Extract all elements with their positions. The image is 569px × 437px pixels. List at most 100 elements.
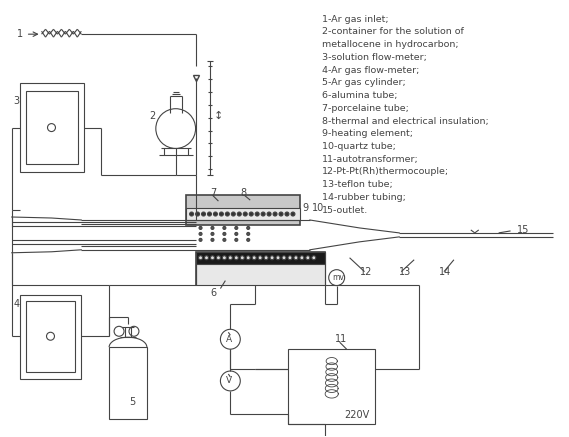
Circle shape (196, 212, 200, 216)
Circle shape (237, 212, 241, 216)
Circle shape (264, 256, 268, 260)
Circle shape (288, 256, 292, 260)
Circle shape (306, 256, 310, 260)
Circle shape (252, 256, 256, 260)
Circle shape (234, 256, 238, 260)
Circle shape (291, 212, 295, 216)
Text: ↕: ↕ (213, 111, 223, 121)
Circle shape (261, 212, 265, 216)
Circle shape (211, 232, 214, 236)
Circle shape (294, 256, 298, 260)
Circle shape (199, 238, 202, 241)
Circle shape (222, 256, 226, 260)
Circle shape (189, 212, 193, 216)
Circle shape (201, 212, 205, 216)
Text: 4: 4 (14, 299, 20, 309)
Text: 1-Ar gas inlet;: 1-Ar gas inlet; (321, 15, 389, 24)
Circle shape (204, 256, 208, 260)
Bar (185, 195, 300, 225)
Text: 8: 8 (240, 188, 246, 198)
Text: V: V (226, 376, 233, 385)
Text: 14-rubber tubing;: 14-rubber tubing; (321, 193, 406, 202)
Circle shape (235, 238, 238, 241)
Circle shape (208, 212, 212, 216)
Text: 6-alumina tube;: 6-alumina tube; (321, 91, 397, 100)
Circle shape (199, 256, 203, 260)
Text: 12-Pt-Pt(Rh)thermocouple;: 12-Pt-Pt(Rh)thermocouple; (321, 167, 449, 177)
Text: 2: 2 (149, 111, 155, 121)
Circle shape (240, 256, 244, 260)
Text: A: A (226, 335, 233, 344)
Circle shape (279, 212, 283, 216)
Text: 13-teflon tube;: 13-teflon tube; (321, 180, 393, 189)
Circle shape (249, 212, 253, 216)
Circle shape (211, 226, 214, 229)
Text: 14: 14 (439, 267, 451, 277)
Circle shape (228, 256, 232, 260)
Bar (185, 208, 300, 220)
Circle shape (235, 226, 238, 229)
Circle shape (211, 238, 214, 241)
Text: 6: 6 (211, 288, 217, 298)
Circle shape (223, 232, 226, 236)
Circle shape (247, 232, 250, 236)
Text: 13: 13 (399, 267, 411, 277)
Circle shape (270, 256, 274, 260)
Text: 11: 11 (335, 334, 347, 344)
Circle shape (285, 212, 289, 216)
Bar (20, 83, 84, 172)
Text: 5-Ar gas cylinder;: 5-Ar gas cylinder; (321, 78, 406, 87)
Circle shape (267, 212, 271, 216)
Bar (196, 264, 325, 284)
Text: 7: 7 (211, 188, 217, 198)
Bar (288, 349, 376, 424)
Text: 11-autotransformer;: 11-autotransformer; (321, 155, 419, 164)
Bar (109, 347, 147, 419)
Circle shape (211, 256, 215, 260)
Text: 4-Ar gas flow-meter;: 4-Ar gas flow-meter; (321, 66, 419, 75)
Circle shape (199, 226, 202, 229)
Circle shape (223, 238, 226, 241)
Text: 12: 12 (360, 267, 372, 277)
Text: 9: 9 (302, 203, 308, 213)
Circle shape (220, 212, 224, 216)
Text: mv: mv (333, 273, 345, 282)
Circle shape (216, 256, 220, 260)
Text: 15-outlet.: 15-outlet. (321, 205, 368, 215)
Circle shape (247, 226, 250, 229)
Text: 7-porcelaine tube;: 7-porcelaine tube; (321, 104, 409, 113)
Text: 8-thermal and electrical insulation;: 8-thermal and electrical insulation; (321, 117, 489, 125)
Circle shape (223, 226, 226, 229)
Text: 3: 3 (14, 96, 20, 106)
Circle shape (225, 212, 229, 216)
Text: 10-quartz tube;: 10-quartz tube; (321, 142, 395, 151)
Bar (196, 252, 325, 284)
Circle shape (273, 212, 277, 216)
Circle shape (300, 256, 304, 260)
Bar (196, 252, 325, 264)
Circle shape (246, 256, 250, 260)
Text: 5: 5 (129, 397, 135, 407)
Circle shape (232, 212, 236, 216)
Text: 1: 1 (17, 29, 23, 39)
Text: metallocene in hydrocarbon;: metallocene in hydrocarbon; (321, 40, 459, 49)
Circle shape (235, 232, 238, 236)
Bar (20, 295, 81, 379)
Circle shape (282, 256, 286, 260)
Circle shape (312, 256, 316, 260)
Bar (26, 91, 79, 164)
Text: 15: 15 (517, 225, 529, 235)
Circle shape (244, 212, 248, 216)
Circle shape (258, 256, 262, 260)
Text: 3-solution flow-meter;: 3-solution flow-meter; (321, 53, 427, 62)
Circle shape (255, 212, 259, 216)
Text: 9-heating element;: 9-heating element; (321, 129, 413, 138)
Bar (26, 302, 75, 372)
Circle shape (276, 256, 280, 260)
Circle shape (213, 212, 217, 216)
Circle shape (199, 232, 202, 236)
Text: 2-container for the solution of: 2-container for the solution of (321, 28, 464, 37)
Circle shape (247, 238, 250, 241)
Text: 10: 10 (312, 203, 324, 213)
Text: 220V: 220V (345, 410, 370, 420)
